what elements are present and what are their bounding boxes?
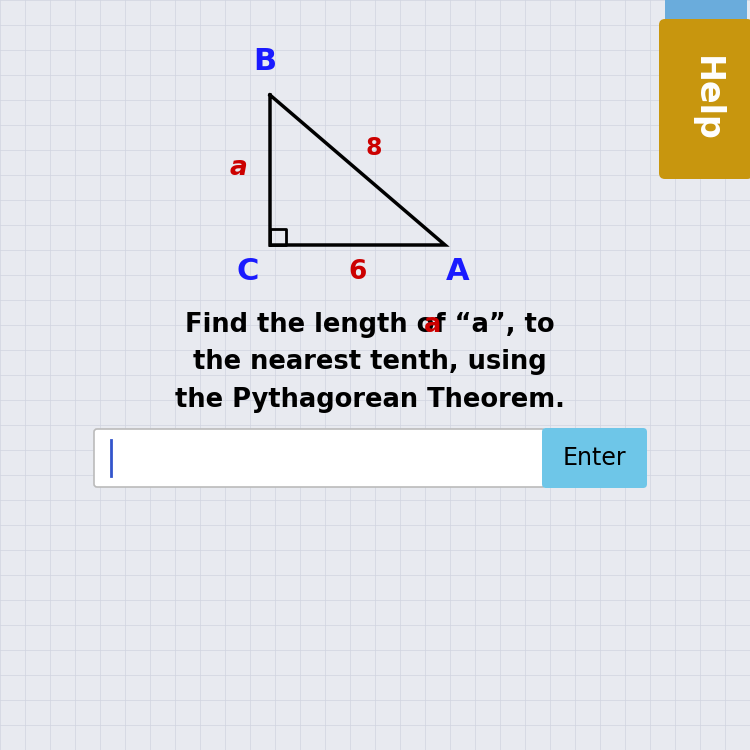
Text: a: a <box>424 312 442 338</box>
Text: the nearest tenth, using: the nearest tenth, using <box>194 349 547 375</box>
FancyBboxPatch shape <box>94 429 545 487</box>
Bar <box>665 0 747 22</box>
Text: Enter: Enter <box>562 446 626 470</box>
Text: a: a <box>230 155 247 181</box>
Text: the Pythagorean Theorem.: the Pythagorean Theorem. <box>175 387 565 413</box>
Text: 6: 6 <box>349 259 368 285</box>
Text: B: B <box>254 47 277 76</box>
FancyBboxPatch shape <box>542 428 647 488</box>
Text: 8: 8 <box>366 136 382 160</box>
FancyBboxPatch shape <box>659 19 750 179</box>
Text: A: A <box>446 257 470 286</box>
Text: Find the length of “a”, to: Find the length of “a”, to <box>185 312 555 338</box>
Text: Help: Help <box>689 56 722 142</box>
Text: C: C <box>237 257 260 286</box>
